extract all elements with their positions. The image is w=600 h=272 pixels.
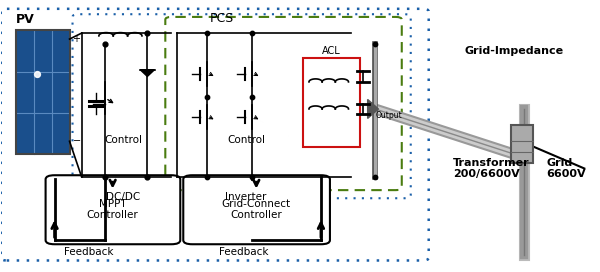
Point [247, 174, 257, 179]
Point [202, 174, 212, 179]
Text: Control: Control [104, 135, 142, 145]
Text: Control: Control [227, 135, 265, 145]
Polygon shape [368, 100, 379, 118]
Point [247, 95, 257, 99]
Point [143, 31, 152, 35]
Text: −: − [73, 136, 80, 146]
Point [101, 174, 110, 179]
Point [32, 71, 42, 76]
Point [202, 31, 212, 35]
Text: ACL: ACL [322, 46, 341, 56]
Text: Feedback: Feedback [64, 247, 113, 257]
FancyBboxPatch shape [46, 175, 180, 244]
Text: Grid-Impedance: Grid-Impedance [464, 46, 564, 56]
Text: PCS: PCS [210, 12, 235, 25]
Point [101, 42, 110, 46]
Bar [511, 125, 533, 163]
Text: Inverter: Inverter [226, 192, 267, 202]
Point [202, 95, 212, 99]
Bar [16, 30, 70, 154]
Point [370, 174, 380, 179]
Text: Feedback: Feedback [219, 247, 269, 257]
Bar [16, 30, 70, 154]
Point [370, 42, 380, 46]
Text: Output: Output [376, 111, 403, 120]
Text: +: + [73, 34, 80, 44]
Polygon shape [140, 70, 155, 76]
Point [247, 31, 257, 35]
Point [143, 174, 152, 179]
Text: PV: PV [16, 13, 34, 26]
Text: Grid-Connect
Controller: Grid-Connect Controller [222, 199, 291, 220]
Text: Grid
6600V: Grid 6600V [547, 158, 586, 179]
Text: Transformer
200/6600V: Transformer 200/6600V [452, 158, 529, 179]
FancyBboxPatch shape [183, 175, 330, 244]
Bar [303, 57, 360, 147]
Text: DC/DC: DC/DC [106, 192, 140, 202]
Text: MPPT
Controller: MPPT Controller [87, 199, 139, 220]
